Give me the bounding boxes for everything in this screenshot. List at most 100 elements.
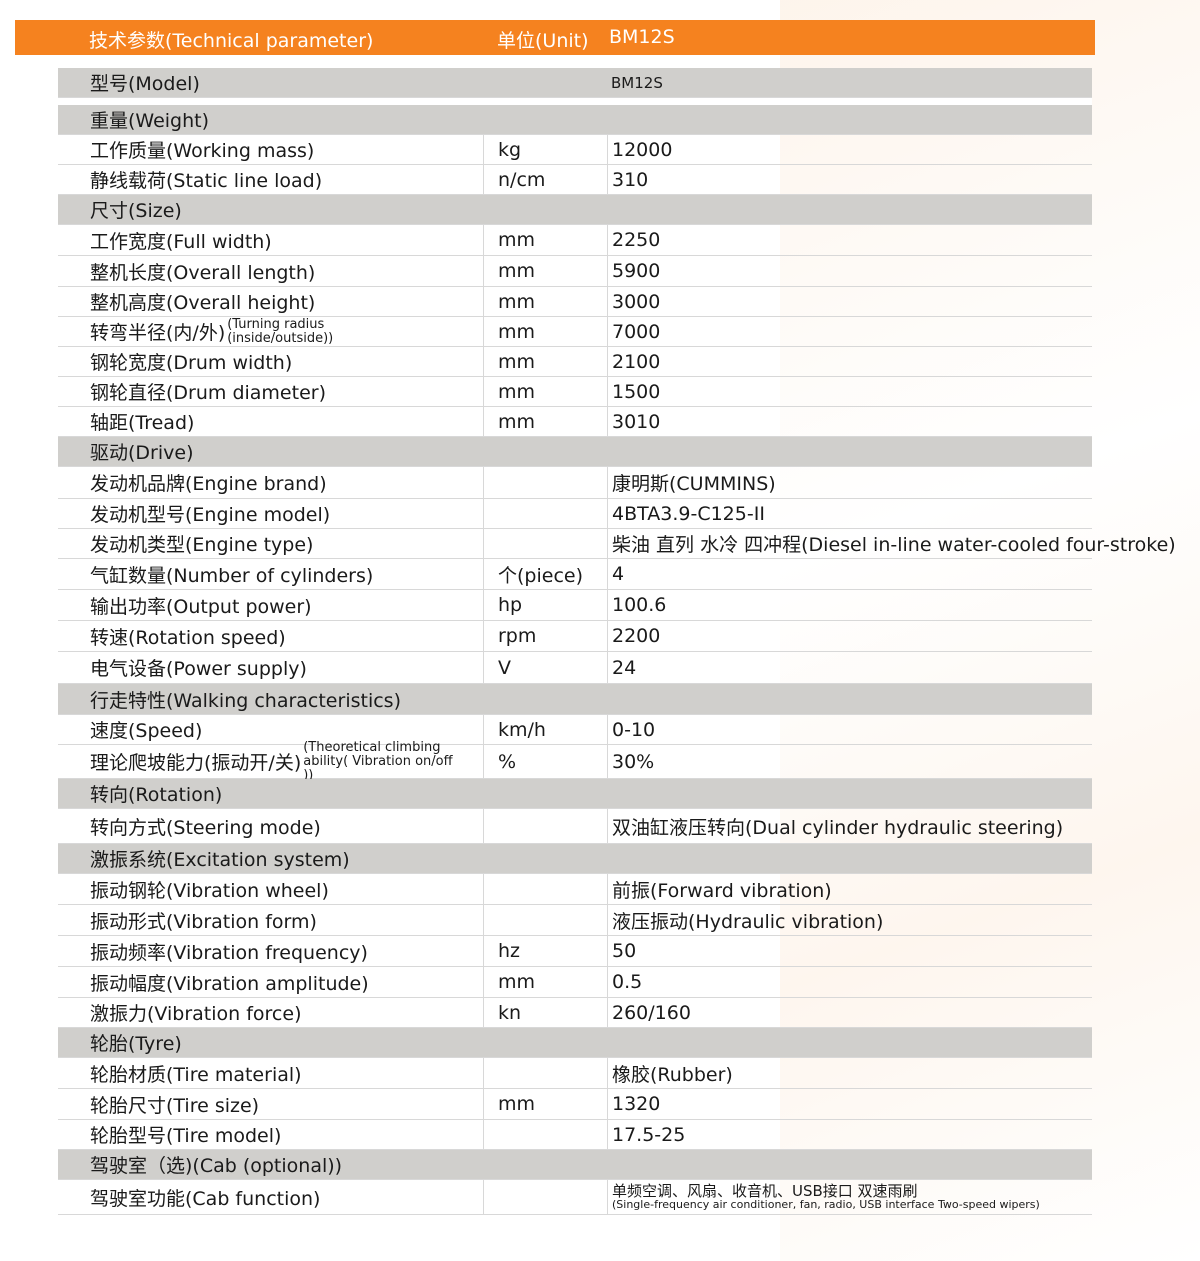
- value-cell-text: 100.6: [612, 594, 667, 616]
- section-header-row: 转向(Rotation): [58, 779, 1092, 809]
- unit-cell: rpm: [483, 621, 607, 651]
- table-row: 轮胎尺寸(Tire size) mm 1320: [58, 1089, 1092, 1120]
- parameter-label: 激振系统(Excitation system): [58, 844, 482, 873]
- parameter-label: 输出功率(Output power): [58, 590, 482, 620]
- section-header-row: 尺寸(Size): [58, 195, 1092, 225]
- parameter-label-text: 重量(Weight): [90, 110, 210, 132]
- parameter-label: 整机高度(Overall height): [58, 287, 482, 316]
- unit-cell: [483, 809, 607, 843]
- value-cell-text: 液压振动(Hydraulic vibration): [612, 910, 884, 933]
- value-cell: 1320: [607, 1089, 1092, 1119]
- table-row: 振动频率(Vibration frequency) hz 50: [58, 936, 1092, 967]
- value-cell: 单频空调、风扇、收音机、USB接口 双速雨刷 (Single-frequency …: [607, 1180, 1092, 1214]
- unit-cell: hp: [483, 590, 607, 620]
- table-row: 振动幅度(Vibration amplitude) mm 0.5: [58, 967, 1092, 998]
- parameter-label: 钢轮宽度(Drum width): [58, 347, 482, 376]
- parameter-label: 理论爬坡能力(振动开/关) (Theoretical climbing abili…: [58, 740, 482, 782]
- table-row: 轴距(Tread) mm 3010: [58, 407, 1092, 437]
- unit-cell: mm: [483, 256, 607, 286]
- unit-cell-text: mm: [498, 229, 536, 251]
- parameter-label-text: 行走特性(Walking characteristics): [90, 689, 401, 712]
- parameter-label-text: 工作质量(Working mass): [90, 140, 315, 162]
- table-row: 激振力(Vibration force) kn 260/160: [58, 998, 1092, 1028]
- value-cell-text: 3000: [612, 290, 661, 313]
- parameter-label-text: 工作宽度(Full width): [90, 230, 272, 253]
- parameter-label-text: 振动频率(Vibration frequency): [90, 941, 368, 964]
- parameter-label: 驱动(Drive): [58, 437, 482, 466]
- value-cell-text: 0.5: [612, 971, 643, 993]
- parameter-label: 驾驶室（选)(Cab (optional)): [58, 1150, 482, 1179]
- spacer: [58, 98, 1092, 105]
- unit-cell-text: hz: [498, 940, 521, 962]
- section-header-row: 驱动(Drive): [58, 437, 1092, 467]
- parameter-label: 转速(Rotation speed): [58, 621, 482, 651]
- unit-cell-text: mm: [498, 260, 536, 282]
- unit-cell: %: [483, 745, 607, 778]
- table-row: 转速(Rotation speed) rpm 2200: [58, 621, 1092, 652]
- value-cell-text: 17.5-25: [612, 1123, 686, 1146]
- value-cell: 0-10: [607, 715, 1092, 744]
- parameter-label-text: 电气设备(Power supply): [90, 658, 307, 680]
- unit-cell: mm: [483, 225, 607, 255]
- parameter-label: 速度(Speed): [58, 715, 482, 744]
- unit-cell-text: mm: [498, 971, 536, 993]
- parameter-label: 振动频率(Vibration frequency): [58, 936, 482, 966]
- value-cell: 2100: [607, 347, 1092, 376]
- parameter-label-note: (Turning radius (inside/outside)): [227, 316, 334, 346]
- table-row: 轮胎型号(Tire model) 17.5-25: [58, 1120, 1092, 1150]
- unit-cell-text: %: [498, 750, 517, 773]
- value-cell: 260/160: [607, 998, 1092, 1027]
- value-cell: 双油缸液压转向(Dual cylinder hydraulic steering…: [607, 809, 1092, 843]
- parameter-label: 振动形式(Vibration form): [58, 905, 482, 935]
- parameter-label-text: 转向(Rotation): [90, 784, 223, 806]
- unit-cell-text: mm: [498, 380, 536, 403]
- value-cell: 前振(Forward vibration): [607, 874, 1092, 904]
- parameter-label: 轮胎材质(Tire material): [58, 1058, 482, 1088]
- value-cell: 2250: [607, 225, 1092, 255]
- value-cell-text: 12000: [612, 138, 673, 161]
- unit-cell: [483, 529, 607, 558]
- value-cell: 橡胶(Rubber): [607, 1058, 1092, 1088]
- unit-cell: mm: [483, 347, 607, 376]
- unit-cell-text: kg: [498, 138, 522, 161]
- section-header-row: 行走特性(Walking characteristics): [58, 684, 1092, 715]
- parameter-label-text: 驾驶室功能(Cab function): [90, 1187, 321, 1210]
- value-cell: 0.5: [607, 967, 1092, 997]
- unit-cell-text: rpm: [498, 625, 537, 647]
- parameter-label: 工作宽度(Full width): [58, 225, 482, 255]
- unit-cell-text: n/cm: [498, 168, 546, 191]
- parameter-label: 转弯半径(内/外) (Turning radius (inside/outside…: [58, 317, 482, 346]
- parameter-label-text: 发动机品牌(Engine brand): [90, 473, 327, 495]
- parameter-label-text: 轮胎尺寸(Tire size): [90, 1094, 260, 1117]
- parameter-label-text: 钢轮宽度(Drum width): [90, 352, 293, 374]
- value-cell: 康明斯(CUMMINS): [607, 467, 1092, 498]
- section-header-row: 轮胎(Tyre): [58, 1028, 1092, 1058]
- unit-cell-text: mm: [498, 410, 536, 433]
- parameter-label: 轮胎型号(Tire model): [58, 1120, 482, 1149]
- unit-cell: hz: [483, 936, 607, 966]
- section-header-row: 驾驶室（选)(Cab (optional)): [58, 1150, 1092, 1180]
- unit-cell: mm: [483, 1089, 607, 1119]
- value-cell-text: 前振(Forward vibration): [612, 879, 832, 902]
- value-cell: 24: [607, 652, 1092, 683]
- parameter-label-text: 尺寸(Size): [90, 200, 182, 222]
- value-cell-text: 7000: [612, 320, 661, 343]
- parameter-label-text: 振动形式(Vibration form): [90, 910, 317, 933]
- parameter-label-text: 轮胎(Tyre): [90, 1033, 182, 1055]
- value-cell: 2200: [607, 621, 1092, 651]
- table-row: 发动机类型(Engine type) 柴油 直列 水冷 四冲程(Diesel in…: [58, 529, 1176, 559]
- value-cell-text: 0-10: [612, 718, 656, 741]
- table-row: 发动机型号(Engine model) 4BTA3.9-C125-II: [58, 499, 1092, 529]
- section-header-row: 重量(Weight): [58, 105, 1092, 135]
- unit-cell: [483, 467, 607, 498]
- value-cell: 50: [607, 936, 1092, 966]
- value-cell-text: 康明斯(CUMMINS): [612, 473, 776, 495]
- value-cell-text: 3010: [612, 410, 661, 433]
- parameter-label: 气缸数量(Number of cylinders): [58, 559, 482, 589]
- value-cell: 100.6: [607, 590, 1092, 620]
- parameter-label-text: 速度(Speed): [90, 720, 203, 742]
- unit-cell: mm: [483, 967, 607, 997]
- value-cell-text: 双油缸液压转向(Dual cylinder hydraulic steering…: [612, 816, 1064, 839]
- parameter-label-text: 激振力(Vibration force): [90, 1003, 302, 1025]
- table-row: 转弯半径(内/外) (Turning radius (inside/outside…: [58, 317, 1092, 347]
